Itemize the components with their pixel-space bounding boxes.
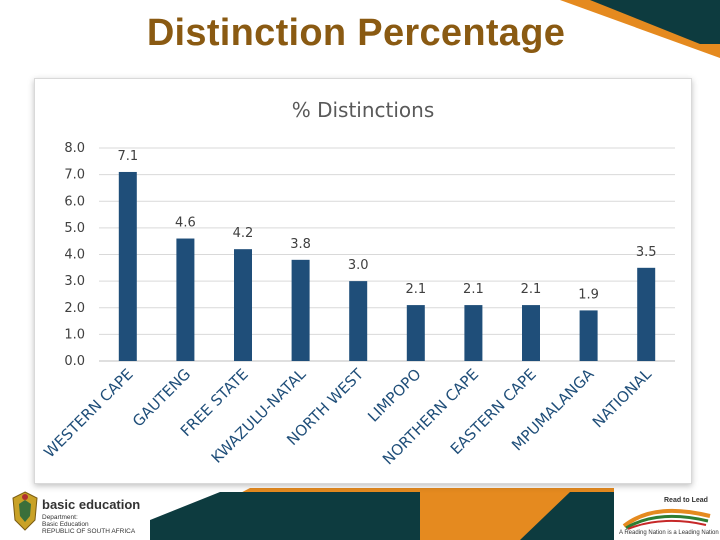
bar (464, 305, 483, 361)
chart-panel: % Distinctions 0.0 1.0 2.0 3.0 4.0 5.0 6.0 7.0 8… (34, 78, 692, 484)
bar (637, 267, 656, 361)
x-category-label: LIMPOPO (364, 365, 424, 425)
y-tick-label: 6.0 (64, 194, 85, 209)
bar (176, 238, 195, 361)
bar (522, 305, 540, 361)
data-label: 7.1 (117, 149, 138, 164)
data-label: 2.1 (521, 282, 542, 297)
y-tick-label: 5.0 (64, 221, 85, 236)
read-to-lead-tagline: A Reading Nation is a Leading Nation (619, 530, 719, 536)
read-to-lead-book-icon (622, 508, 711, 530)
data-label: 3.5 (636, 245, 657, 260)
bar (349, 281, 368, 361)
gridlines (99, 147, 675, 362)
bottom-left-teal-band (100, 492, 420, 540)
y-tick-label: 1.0 (64, 327, 85, 342)
bar (579, 310, 598, 361)
slide-title: Distinction Percentage (146, 12, 566, 54)
bar-chart: % Distinctions 0.0 1.0 2.0 3.0 4.0 5.0 6.0 7.0 8… (40, 98, 675, 468)
y-tick-label: 8.0 (64, 141, 85, 156)
chart-title: % Distinctions (292, 98, 435, 122)
y-tick-label: 7.0 (64, 168, 85, 183)
data-label: 4.6 (175, 216, 196, 231)
y-tick-label: 0.0 (64, 354, 85, 369)
x-category-label: WESTERN CAPE (40, 365, 136, 461)
x-category-label: NORTHERN CAPE (379, 365, 482, 468)
data-label: 2.1 (463, 282, 484, 297)
data-label: 3.0 (348, 258, 369, 273)
y-tick-label: 3.0 (64, 274, 85, 289)
data-label: 2.1 (405, 282, 426, 297)
x-category-label: NATIONAL (589, 365, 656, 432)
coat-of-arms-icon (12, 491, 38, 531)
y-tick-label: 4.0 (64, 248, 85, 263)
dbe-logo-line2: Basic Education (42, 521, 89, 528)
data-label: 4.2 (233, 226, 254, 241)
bar (234, 249, 252, 361)
dbe-logo-line3: REPUBLIC OF SOUTH AFRICA (42, 528, 136, 535)
bar (291, 259, 310, 361)
bar (406, 305, 425, 361)
bars (118, 171, 656, 361)
top-right-teal-band (590, 0, 720, 44)
read-to-lead-name: Read to Lead (664, 497, 708, 504)
y-tick-label: 2.0 (64, 301, 85, 316)
bar (118, 171, 137, 361)
data-label: 1.9 (578, 287, 599, 302)
dbe-logo-name: basic education (42, 497, 141, 512)
data-label: 3.8 (290, 237, 311, 252)
dbe-logo-line1: Department: (42, 514, 78, 521)
